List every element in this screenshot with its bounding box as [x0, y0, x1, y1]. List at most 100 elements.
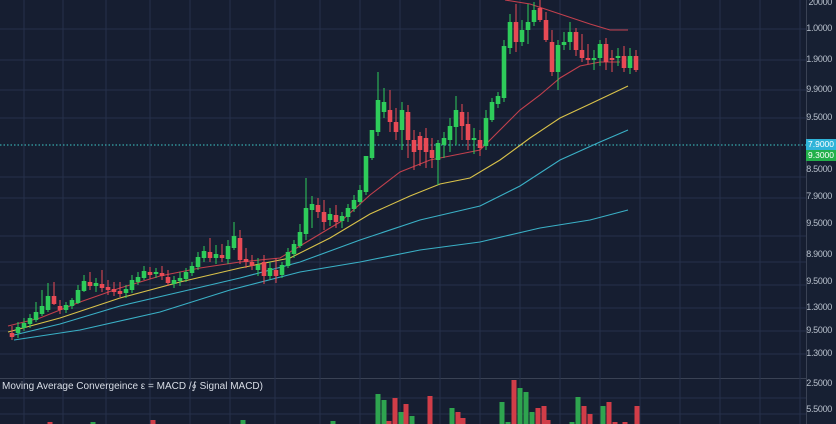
price-axis[interactable] [806, 0, 836, 424]
candle[interactable] [405, 105, 411, 158]
candle[interactable] [45, 283, 51, 312]
candle[interactable] [375, 72, 381, 136]
candle[interactable] [129, 275, 135, 293]
candle[interactable] [555, 40, 561, 90]
candle[interactable] [261, 255, 267, 284]
candle[interactable] [147, 267, 153, 279]
candle[interactable] [315, 198, 321, 218]
candle[interactable] [15, 322, 21, 338]
candle[interactable] [471, 128, 477, 154]
candle[interactable] [39, 290, 45, 316]
candle[interactable] [465, 112, 471, 150]
candle[interactable] [369, 130, 375, 160]
candle[interactable] [117, 282, 123, 297]
candle[interactable] [453, 96, 459, 145]
candle[interactable] [585, 44, 591, 64]
candle[interactable] [435, 140, 441, 185]
candle[interactable] [423, 128, 429, 168]
candle[interactable] [567, 22, 573, 50]
candle[interactable] [249, 255, 255, 270]
candle[interactable] [195, 252, 201, 270]
candle[interactable] [609, 50, 615, 72]
candle[interactable] [105, 280, 111, 295]
candle[interactable] [213, 245, 219, 264]
candle[interactable] [543, 12, 549, 42]
price-chart-pane[interactable] [0, 0, 806, 378]
macd-pane[interactable] [0, 378, 806, 424]
candle[interactable] [477, 130, 483, 156]
candle[interactable] [633, 50, 639, 72]
candle[interactable] [219, 244, 225, 262]
candle[interactable] [285, 248, 291, 268]
candle[interactable] [237, 230, 243, 264]
candle[interactable] [621, 46, 627, 72]
candle[interactable] [489, 98, 495, 122]
candle[interactable] [309, 196, 315, 228]
candle[interactable] [573, 28, 579, 56]
candle[interactable] [243, 248, 249, 268]
candle[interactable] [561, 32, 567, 50]
candle[interactable] [333, 205, 339, 228]
candle[interactable] [189, 262, 195, 276]
candle[interactable] [417, 132, 423, 166]
candle[interactable] [291, 240, 297, 258]
candle[interactable] [135, 272, 141, 285]
candle[interactable] [603, 38, 609, 70]
candle[interactable] [33, 302, 39, 322]
candle[interactable] [513, 4, 519, 52]
candle[interactable] [627, 48, 633, 74]
candle[interactable] [579, 34, 585, 62]
candle[interactable] [399, 102, 405, 150]
candle[interactable] [81, 275, 87, 292]
candle[interactable] [153, 268, 159, 278]
candle[interactable] [597, 40, 603, 66]
candle[interactable] [549, 30, 555, 76]
candle[interactable] [93, 278, 99, 292]
candle[interactable] [537, 0, 543, 22]
candle[interactable] [111, 282, 117, 296]
candle[interactable] [483, 110, 489, 150]
candle[interactable] [99, 270, 105, 292]
candle[interactable] [225, 240, 231, 264]
candle[interactable] [495, 92, 501, 108]
candle[interactable] [9, 326, 15, 340]
candle[interactable] [507, 14, 513, 54]
candle[interactable] [267, 262, 273, 280]
candle[interactable] [75, 285, 81, 304]
candle[interactable] [345, 204, 351, 222]
candle[interactable] [255, 258, 261, 276]
candle[interactable] [183, 268, 189, 282]
candle[interactable] [387, 90, 393, 132]
pane-divider[interactable] [0, 378, 836, 379]
candle[interactable] [327, 208, 333, 226]
candle[interactable] [57, 300, 63, 314]
candle[interactable] [69, 298, 75, 309]
candle[interactable] [123, 285, 129, 298]
candle[interactable] [159, 266, 165, 280]
candle[interactable] [441, 132, 447, 158]
candle[interactable] [363, 156, 369, 195]
candle[interactable] [459, 104, 465, 140]
candle[interactable] [321, 200, 327, 230]
candle[interactable] [51, 282, 57, 305]
candle[interactable] [273, 258, 279, 283]
candle[interactable] [519, 20, 525, 46]
candle[interactable] [171, 276, 177, 288]
candle[interactable] [201, 246, 207, 262]
candle[interactable] [447, 118, 453, 152]
candle[interactable] [297, 224, 303, 248]
candle[interactable] [87, 272, 93, 290]
candle[interactable] [393, 108, 399, 140]
candle[interactable] [357, 185, 363, 205]
candle[interactable] [63, 302, 69, 313]
candle[interactable] [381, 88, 387, 118]
candle[interactable] [351, 195, 357, 212]
candle[interactable] [279, 262, 285, 278]
candle[interactable] [501, 40, 507, 102]
candle[interactable] [21, 318, 27, 331]
candle[interactable] [411, 130, 417, 170]
candle[interactable] [27, 314, 33, 328]
candle[interactable] [231, 222, 237, 250]
candle[interactable] [429, 138, 435, 168]
